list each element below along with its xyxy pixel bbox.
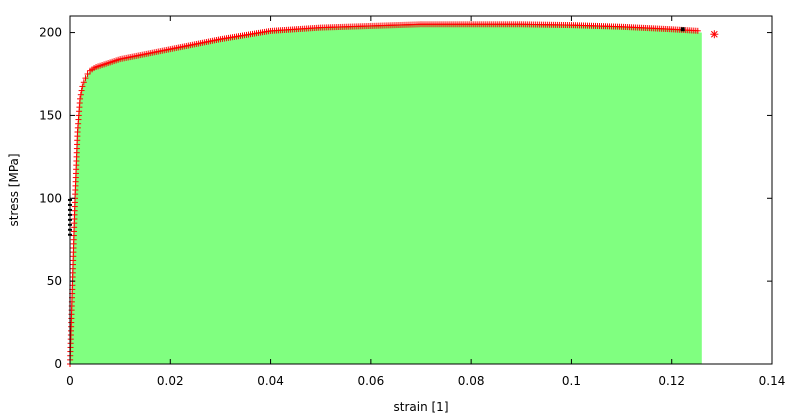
data-marker: [84, 71, 91, 77]
x-tick-label: 0.02: [157, 374, 184, 388]
x-tick-label: 0.12: [658, 374, 685, 388]
x-tick-label: 0.06: [357, 374, 384, 388]
x-tick-label: 0: [66, 374, 74, 388]
final-point-star: [710, 30, 719, 39]
data-marker: [77, 95, 84, 102]
y-tick-label: 0: [54, 357, 62, 371]
tick-label-layer: 0 0.02 0.04 0.06 0.08 0.1 0.12 0.14 0 50 100 150 200: [39, 26, 785, 388]
data-marker: [82, 75, 89, 82]
data-marker: [79, 83, 86, 90]
highlight-mark: [680, 27, 685, 32]
y-tick-label: 100: [39, 191, 62, 205]
area-layer: [70, 24, 702, 364]
tick-layer: [69, 16, 773, 365]
y-tick-label: 200: [39, 26, 62, 40]
filled-area: [70, 24, 702, 364]
y-tick-label: 150: [39, 108, 62, 122]
x-tick-label: 0.1: [562, 374, 581, 388]
x-tick-label: 0.04: [257, 374, 284, 388]
data-marker: [77, 91, 84, 98]
y-axis-label: stress [MPa]: [7, 153, 21, 226]
x-tick-label: 0.14: [759, 374, 786, 388]
marker-layer: [67, 21, 719, 367]
data-marker: [78, 87, 85, 94]
data-marker: [694, 27, 701, 34]
y-tick-label: 50: [47, 274, 62, 288]
plot-frame: [69, 15, 773, 365]
x-tick-label: 0.08: [458, 374, 485, 388]
data-marker: [80, 79, 87, 86]
x-axis-label: strain [1]: [394, 400, 449, 414]
